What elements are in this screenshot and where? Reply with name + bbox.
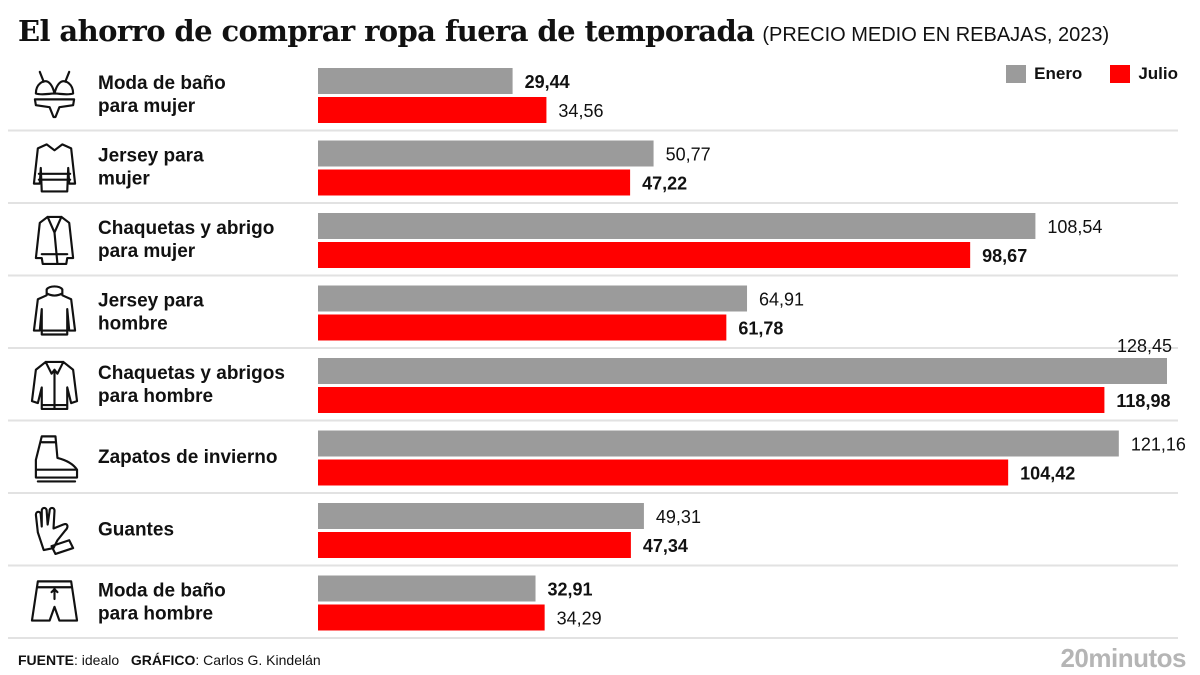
value-label-enero: 49,31 <box>656 507 701 527</box>
value-label-enero: 121,16 <box>1131 435 1186 455</box>
boot-icon-shape <box>34 435 79 483</box>
gloves-icon <box>34 506 75 556</box>
category-label: Zapatos de invierno <box>98 447 277 468</box>
swim-shorts-icon <box>30 580 79 622</box>
value-label-enero: 64,91 <box>759 290 804 310</box>
bar-julio <box>318 604 545 631</box>
brand-logo: 20minutos <box>1060 643 1186 673</box>
bar-julio <box>318 97 547 123</box>
bar-enero <box>318 140 654 167</box>
womens-coat-icon-shape <box>34 215 75 266</box>
chart-subtitle: (PRECIO MEDIO EN REBAJAS, 2023) <box>762 24 1110 46</box>
legend-swatch-julio <box>1110 65 1131 83</box>
bar-julio <box>318 169 631 196</box>
bar-enero <box>318 430 1119 457</box>
bar-enero <box>318 503 644 529</box>
category-label: para mujer <box>98 96 196 117</box>
bar-enero <box>318 68 513 94</box>
legend-label-enero: Enero <box>1034 64 1083 83</box>
gloves-icon-shape <box>34 506 75 556</box>
source-label: FUENTE <box>18 652 74 668</box>
bar-julio <box>318 314 727 341</box>
category-label: Jersey para <box>98 290 204 311</box>
turtleneck-sweater-icon-shape <box>32 285 77 336</box>
category-label: mujer <box>98 168 150 189</box>
category-row: Guantes 49,31 47,34 <box>8 503 1178 567</box>
category-label: Moda de baño <box>98 580 226 601</box>
category-label: Chaquetas y abrigos <box>98 363 285 384</box>
legend-item-enero: Enero <box>1006 64 1082 84</box>
category-label: Guantes <box>98 519 174 540</box>
legend-swatch-enero <box>1006 65 1027 83</box>
value-label-julio: 34,56 <box>558 101 603 121</box>
swim-shorts-icon-shape <box>30 580 79 622</box>
graphic-value: Carlos G. Kindelán <box>199 652 321 668</box>
category-label: Moda de baño <box>98 73 226 94</box>
value-label-enero: 29,44 <box>525 72 570 92</box>
bikini-icon-shape <box>33 70 76 119</box>
bar-julio <box>318 387 1105 413</box>
turtleneck-sweater-icon <box>32 285 77 336</box>
womens-sweater-icon <box>32 143 77 193</box>
value-label-enero: 32,91 <box>548 580 593 600</box>
bar-julio <box>318 242 971 268</box>
mens-coat-icon <box>30 360 79 411</box>
footer-credits: FUENTE: idealo GRÁFICO: Carlos G. Kindel… <box>18 652 321 668</box>
category-row: Zapatos de invierno 121,16 104,42 <box>8 430 1186 494</box>
value-label-julio: 118,98 <box>1116 391 1170 411</box>
bar-enero <box>318 285 748 312</box>
legend-item-julio: Julio <box>1110 64 1178 84</box>
womens-coat-icon <box>34 215 75 266</box>
category-label: para hombre <box>98 386 213 407</box>
legend-label-julio: Julio <box>1138 64 1178 83</box>
bar-enero <box>318 213 1036 239</box>
value-label-julio: 47,34 <box>643 536 688 556</box>
category-label: hombre <box>98 313 168 334</box>
bar-enero <box>318 358 1167 384</box>
bar-enero <box>318 575 536 602</box>
value-label-julio: 104,42 <box>1020 464 1075 484</box>
value-label-enero: 128,45 <box>1117 336 1172 356</box>
chart-header: El ahorro de comprar ropa fuera de tempo… <box>18 14 1109 48</box>
category-label: Jersey para <box>98 145 204 166</box>
category-label: para mujer <box>98 241 196 262</box>
value-label-julio: 61,78 <box>738 319 783 339</box>
bar-julio <box>318 532 631 558</box>
value-label-julio: 98,67 <box>982 246 1027 266</box>
mens-coat-icon-shape <box>30 360 79 411</box>
value-label-enero: 108,54 <box>1047 217 1102 237</box>
value-label-julio: 34,29 <box>557 609 602 629</box>
source-value: idealo <box>77 652 120 668</box>
value-label-enero: 50,77 <box>666 145 711 165</box>
womens-sweater-icon-shape <box>32 143 77 193</box>
legend: Enero Julio <box>1006 64 1178 84</box>
category-label: para hombre <box>98 603 213 624</box>
bar-julio <box>318 459 1009 486</box>
category-label: Chaquetas y abrigo <box>98 218 274 239</box>
value-label-julio: 47,22 <box>642 174 687 194</box>
bikini-icon <box>33 70 76 119</box>
graphic-label: GRÁFICO <box>130 652 196 668</box>
chart-title: El ahorro de comprar ropa fuera de tempo… <box>18 14 755 48</box>
boot-icon <box>34 435 79 483</box>
